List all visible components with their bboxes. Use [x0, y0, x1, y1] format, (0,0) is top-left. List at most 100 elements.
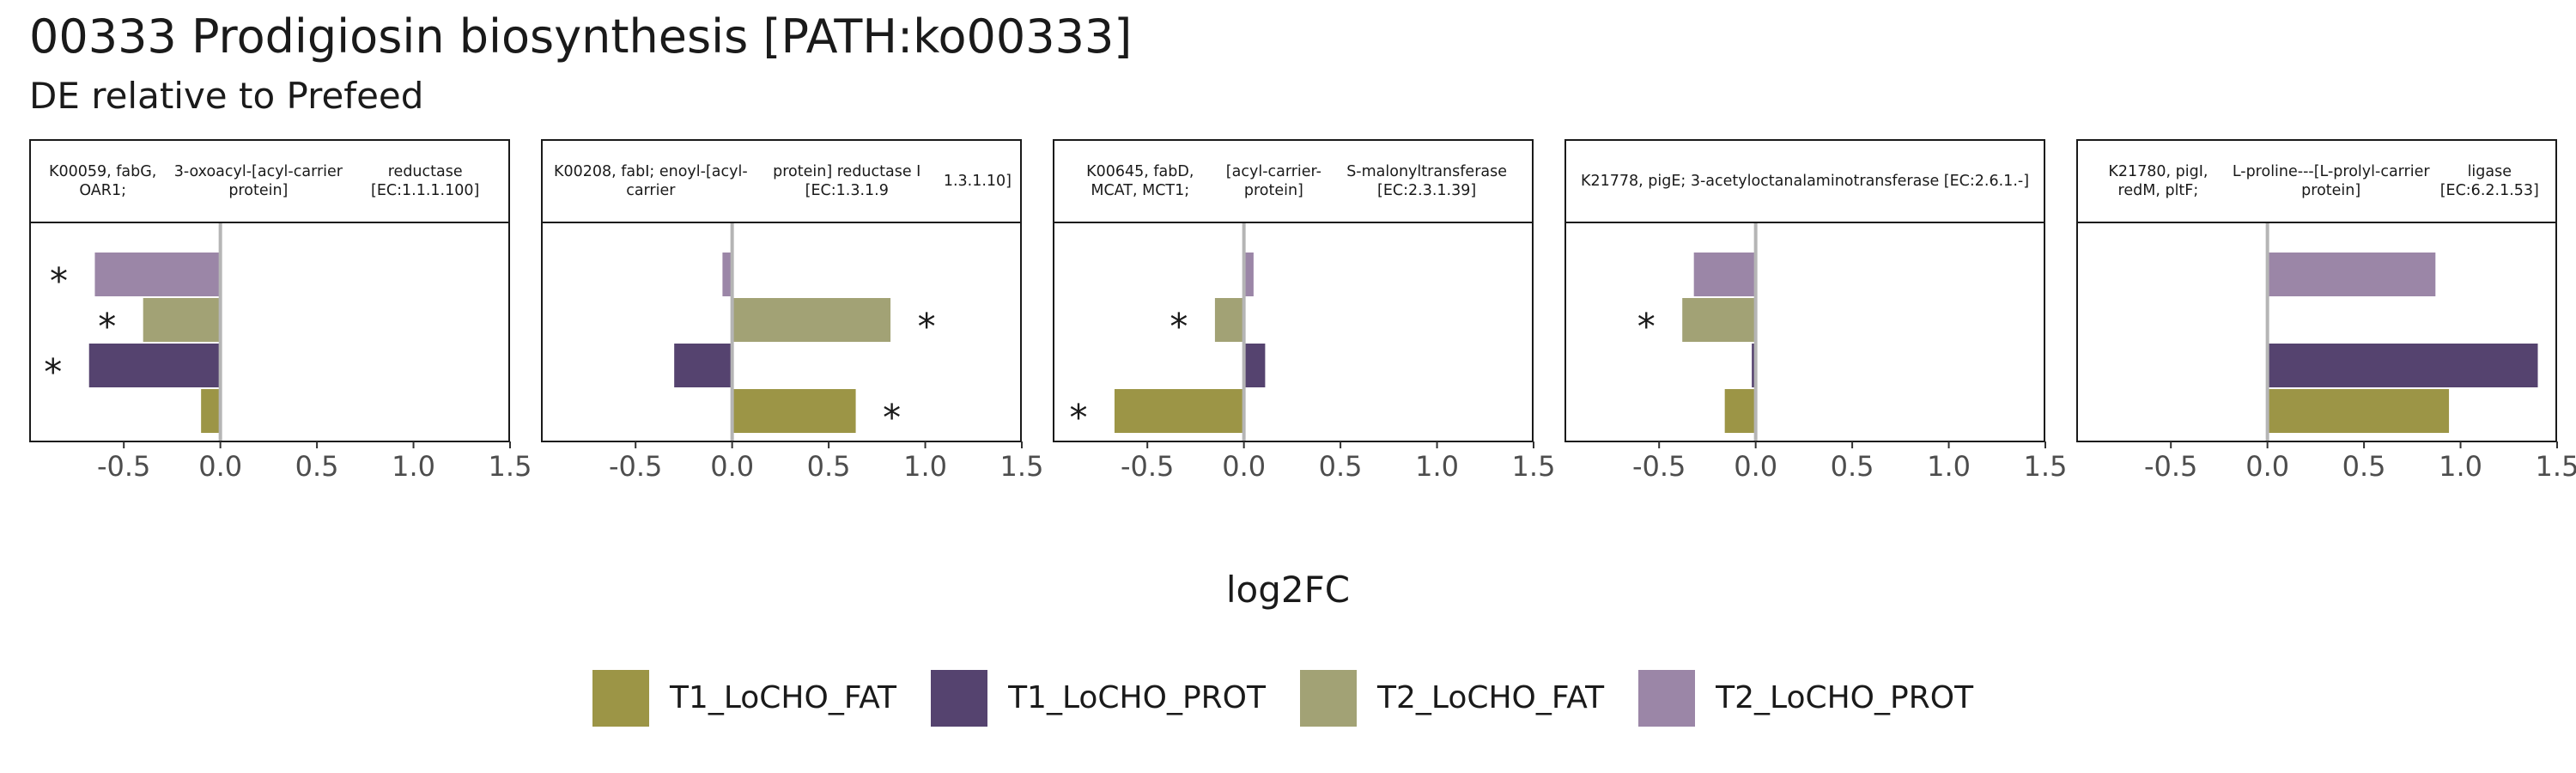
facet-panel: K21780, pigI, redM, pltF; L-proline---[L-… — [2076, 139, 2576, 524]
significance-asterisk: * — [883, 397, 901, 439]
strip-label-line: reductase [EC:1.1.1.100] — [371, 163, 480, 199]
strip-label-line: S-malonyltransferase [EC:2.3.1.39] — [1346, 163, 1507, 199]
x-tick-label: 0.0 — [710, 450, 754, 483]
facet-strip-label: K21778, pigE; 3-acetyloctanal aminotransf… — [1564, 139, 2045, 223]
facet-plot-svg: * * -0.5 0.0 0.5 1.0 1.5 — [1053, 222, 1555, 483]
strip-label-line: [acyl-carrier-protein] — [1225, 163, 1321, 199]
bar-t1-locho-fat — [201, 389, 221, 433]
bar-t1-locho-prot — [674, 344, 732, 387]
facet-strip-label: K00059, fabG, OAR1; 3-oxoacyl-[acyl-carri… — [29, 139, 510, 223]
facet-plot-svg: -0.5 0.0 0.5 1.0 1.5 — [2076, 222, 2576, 483]
significance-asterisk: * — [1637, 306, 1656, 348]
bar-t2-locho-fat — [143, 298, 221, 342]
bar-t1-locho-prot — [1752, 344, 1756, 387]
bar-t2-locho-prot — [722, 253, 732, 296]
legend-label: T2_LoCHO_FAT — [1377, 680, 1605, 715]
legend-label: T1_LoCHO_PROT — [1008, 680, 1266, 715]
x-tick-label: 1.5 — [2024, 450, 2068, 483]
bar-t1-locho-prot — [2267, 344, 2538, 387]
x-tick-label: 1.0 — [903, 450, 947, 483]
strip-label-line: K00645, fabD, MCAT, MCT1; — [1086, 163, 1194, 199]
facet-panel: K21778, pigE; 3-acetyloctanal aminotransf… — [1564, 139, 2067, 524]
facet-plot-svg: * -0.5 0.0 0.5 1.0 1.5 — [1564, 222, 2067, 483]
plot-frame — [1053, 222, 1534, 442]
facet-plot-area: * * -0.5 0.0 0.5 1.0 1.5 — [541, 222, 1043, 524]
x-tick-label: -0.5 — [97, 450, 150, 483]
bar-t2-locho-fat — [732, 298, 891, 342]
x-tick-label: 1.5 — [1512, 450, 1556, 483]
legend-item: T1_LoCHO_FAT — [592, 670, 907, 727]
x-tick-label: 1.0 — [392, 450, 435, 483]
facet-plot-area: * -0.5 0.0 0.5 1.0 1.5 — [1564, 222, 2067, 524]
facet-strip-label: K00645, fabD, MCAT, MCT1; [acyl-carrier-p… — [1053, 139, 1534, 223]
strip-label-line: K21780, pigI, redM, pltF; — [2108, 163, 2208, 199]
legend: T1_LoCHO_FAT T1_LoCHO_PROT T2_LoCHO_FAT T2_… — [0, 670, 2576, 727]
strip-label-line: ligase [EC:6.2.1.53] — [2439, 163, 2539, 199]
facet-panel: K00059, fabG, OAR1; 3-oxoacyl-[acyl-carri… — [29, 139, 532, 524]
x-tick-label: 0.0 — [1222, 450, 1266, 483]
facet-plot-area: * * -0.5 0.0 0.5 1.0 1.5 — [1053, 222, 1555, 524]
x-tick-label: 1.0 — [2439, 450, 2482, 483]
strip-label-line: aminotransferase [EC:2.6.1.-] — [1807, 173, 2030, 190]
x-tick-label: 0.5 — [2342, 450, 2386, 483]
strip-label-line: K00208, fabI; enoyl-[acyl-carrier — [553, 163, 748, 199]
strip-label-line: L-proline---[L-prolyl-carrier protein] — [2232, 163, 2430, 199]
strip-label-line: 1.3.1.10] — [943, 173, 1012, 190]
bar-t1-locho-prot — [1243, 344, 1266, 387]
significance-asterisk: * — [918, 306, 936, 348]
bar-t2-locho-prot — [1693, 253, 1756, 296]
strip-label-line: K21778, pigE; 3-acetyloctanal — [1580, 173, 1807, 190]
plot-frame — [29, 222, 510, 442]
bar-t2-locho-fat — [1682, 298, 1756, 342]
significance-asterisk: * — [50, 260, 68, 302]
facet-strip-label: K00208, fabI; enoyl-[acyl-carrier protein… — [541, 139, 1022, 223]
facet-plot-area: * * * -0.5 0.0 0.5 1.0 1.5 — [29, 222, 532, 524]
x-tick-label: 1.5 — [489, 450, 532, 483]
x-tick-label: 0.0 — [1734, 450, 1777, 483]
legend-item: T1_LoCHO_PROT — [931, 670, 1276, 727]
strip-label-line: 3-oxoacyl-[acyl-carrier protein] — [173, 163, 343, 199]
x-tick-label: 1.5 — [2536, 450, 2576, 483]
legend-item: T2_LoCHO_PROT — [1638, 670, 1984, 727]
x-axis-label: log2FC — [1225, 569, 1351, 611]
x-tick-label: 1.5 — [1000, 450, 1044, 483]
plot-frame — [2076, 222, 2557, 442]
bar-t2-locho-prot — [2267, 253, 2436, 296]
plot-frame — [541, 222, 1022, 442]
x-tick-label: 0.5 — [1831, 450, 1874, 483]
x-tick-label: 0.5 — [1319, 450, 1363, 483]
significance-asterisk: * — [1170, 306, 1188, 348]
x-tick-label: -0.5 — [1632, 450, 1686, 483]
bar-t1-locho-fat — [1724, 389, 1756, 433]
x-tick-label: 0.5 — [295, 450, 339, 483]
bar-t1-locho-fat — [2267, 389, 2450, 433]
bar-t1-locho-fat — [1114, 389, 1244, 433]
x-tick-label: -0.5 — [609, 450, 662, 483]
legend-label: T2_LoCHO_PROT — [1716, 680, 1974, 715]
legend-swatch — [1638, 670, 1696, 727]
x-tick-label: -0.5 — [1121, 450, 1174, 483]
bar-t2-locho-prot — [94, 253, 221, 296]
facet-plot-area: -0.5 0.0 0.5 1.0 1.5 — [2076, 222, 2576, 524]
page-title: 00333 Prodigiosin biosynthesis [PATH:ko0… — [29, 9, 1133, 64]
strip-label-line: K00059, fabG, OAR1; — [48, 163, 157, 199]
legend-swatch — [931, 670, 988, 727]
bar-t1-locho-prot — [88, 344, 221, 387]
bar-t2-locho-prot — [1243, 253, 1254, 296]
significance-asterisk: * — [98, 306, 116, 348]
x-tick-label: 1.0 — [1927, 450, 1971, 483]
facet-plot-svg: * * * -0.5 0.0 0.5 1.0 1.5 — [29, 222, 532, 483]
plot-frame — [1564, 222, 2045, 442]
legend-swatch — [592, 670, 649, 727]
significance-asterisk: * — [44, 351, 62, 393]
strip-label-line: protein] reductase I [EC:1.3.1.9 — [773, 163, 921, 199]
bar-t1-locho-fat — [732, 389, 856, 433]
facet-panel: K00645, fabD, MCAT, MCT1; [acyl-carrier-p… — [1053, 139, 1555, 524]
page-subtitle: DE relative to Prefeed — [29, 75, 424, 117]
legend-label: T1_LoCHO_FAT — [669, 680, 897, 715]
bar-t2-locho-fat — [1214, 298, 1244, 342]
facet-strip-label: K21780, pigI, redM, pltF; L-proline---[L-… — [2076, 139, 2557, 223]
x-tick-label: 1.0 — [1415, 450, 1459, 483]
significance-asterisk: * — [1069, 397, 1087, 439]
legend-item: T2_LoCHO_FAT — [1300, 670, 1614, 727]
